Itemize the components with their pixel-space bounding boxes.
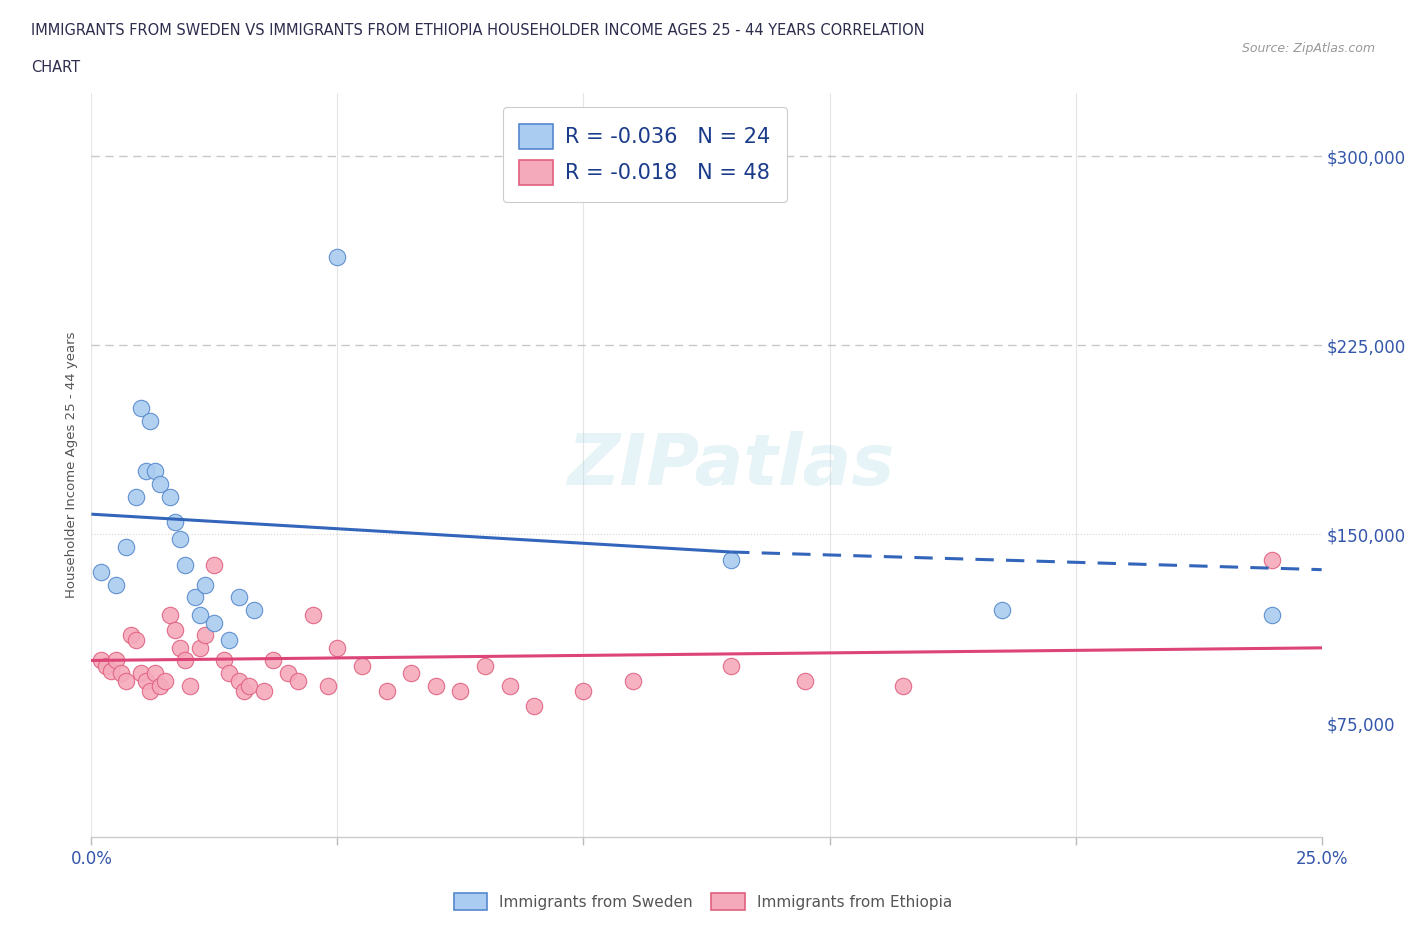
Point bbox=[163, 514, 186, 529]
Point bbox=[202, 557, 225, 572]
Point bbox=[212, 653, 235, 668]
Point bbox=[129, 666, 152, 681]
Point bbox=[124, 489, 146, 504]
Point bbox=[188, 607, 211, 622]
Point bbox=[720, 552, 742, 567]
Point bbox=[218, 666, 240, 681]
Point bbox=[193, 628, 217, 643]
Point bbox=[232, 684, 256, 698]
Point bbox=[135, 673, 156, 688]
Point bbox=[238, 678, 260, 693]
Point bbox=[572, 684, 595, 698]
Point bbox=[793, 673, 815, 688]
Point bbox=[114, 673, 138, 688]
Point bbox=[105, 653, 127, 668]
Point bbox=[174, 653, 197, 668]
Point bbox=[96, 658, 117, 673]
Point bbox=[174, 557, 197, 572]
Point bbox=[277, 666, 299, 681]
Point bbox=[1261, 607, 1284, 622]
Point bbox=[891, 678, 914, 693]
Text: CHART: CHART bbox=[31, 60, 80, 75]
Point bbox=[139, 414, 162, 429]
Point bbox=[218, 632, 240, 647]
Point bbox=[124, 632, 146, 647]
Point bbox=[153, 673, 177, 688]
Point bbox=[523, 698, 546, 713]
Point bbox=[720, 658, 742, 673]
Text: Source: ZipAtlas.com: Source: ZipAtlas.com bbox=[1241, 42, 1375, 55]
Point bbox=[145, 464, 166, 479]
Point bbox=[242, 603, 264, 618]
Point bbox=[188, 641, 211, 656]
Point bbox=[228, 673, 250, 688]
Point bbox=[159, 607, 181, 622]
Point bbox=[145, 666, 166, 681]
Point bbox=[253, 684, 276, 698]
Point bbox=[135, 464, 156, 479]
Point bbox=[114, 539, 138, 554]
Point bbox=[399, 666, 422, 681]
Point bbox=[375, 684, 398, 698]
Point bbox=[139, 684, 162, 698]
Point bbox=[326, 249, 349, 264]
Point bbox=[621, 673, 644, 688]
Point bbox=[425, 678, 447, 693]
Point bbox=[474, 658, 496, 673]
Legend: Immigrants from Sweden, Immigrants from Ethiopia: Immigrants from Sweden, Immigrants from … bbox=[446, 885, 960, 918]
Point bbox=[262, 653, 284, 668]
Point bbox=[179, 678, 201, 693]
Point bbox=[149, 476, 172, 491]
Point bbox=[326, 641, 349, 656]
Point bbox=[90, 653, 112, 668]
Point bbox=[129, 401, 152, 416]
Point bbox=[352, 658, 374, 673]
Point bbox=[100, 663, 122, 678]
Point bbox=[498, 678, 520, 693]
Point bbox=[169, 641, 191, 656]
Y-axis label: Householder Income Ages 25 - 44 years: Householder Income Ages 25 - 44 years bbox=[65, 332, 79, 598]
Point bbox=[316, 678, 339, 693]
Point bbox=[183, 590, 207, 604]
Point bbox=[202, 615, 225, 630]
Point bbox=[163, 623, 186, 638]
Point bbox=[159, 489, 181, 504]
Point bbox=[287, 673, 309, 688]
Point bbox=[120, 628, 142, 643]
Point bbox=[90, 565, 112, 579]
Point bbox=[169, 532, 191, 547]
Point bbox=[105, 578, 127, 592]
Point bbox=[449, 684, 471, 698]
Point bbox=[301, 607, 323, 622]
Point bbox=[110, 666, 132, 681]
Text: IMMIGRANTS FROM SWEDEN VS IMMIGRANTS FROM ETHIOPIA HOUSEHOLDER INCOME AGES 25 - : IMMIGRANTS FROM SWEDEN VS IMMIGRANTS FRO… bbox=[31, 23, 925, 38]
Text: ZIPatlas: ZIPatlas bbox=[568, 431, 894, 499]
Legend: R = -0.036   N = 24, R = -0.018   N = 48: R = -0.036 N = 24, R = -0.018 N = 48 bbox=[503, 107, 787, 202]
Point bbox=[990, 603, 1012, 618]
Point bbox=[228, 590, 250, 604]
Point bbox=[1261, 552, 1284, 567]
Point bbox=[193, 578, 217, 592]
Point bbox=[149, 678, 172, 693]
